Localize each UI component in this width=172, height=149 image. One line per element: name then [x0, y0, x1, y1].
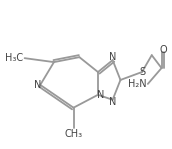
Text: N: N — [109, 97, 116, 107]
Text: N: N — [97, 90, 104, 100]
Text: O: O — [159, 45, 167, 55]
Text: H₂N: H₂N — [127, 79, 146, 89]
Text: H₃C: H₃C — [5, 53, 23, 63]
Text: N: N — [109, 52, 116, 62]
Text: CH₃: CH₃ — [64, 129, 83, 139]
Text: N: N — [34, 80, 41, 90]
Text: S: S — [139, 67, 145, 77]
